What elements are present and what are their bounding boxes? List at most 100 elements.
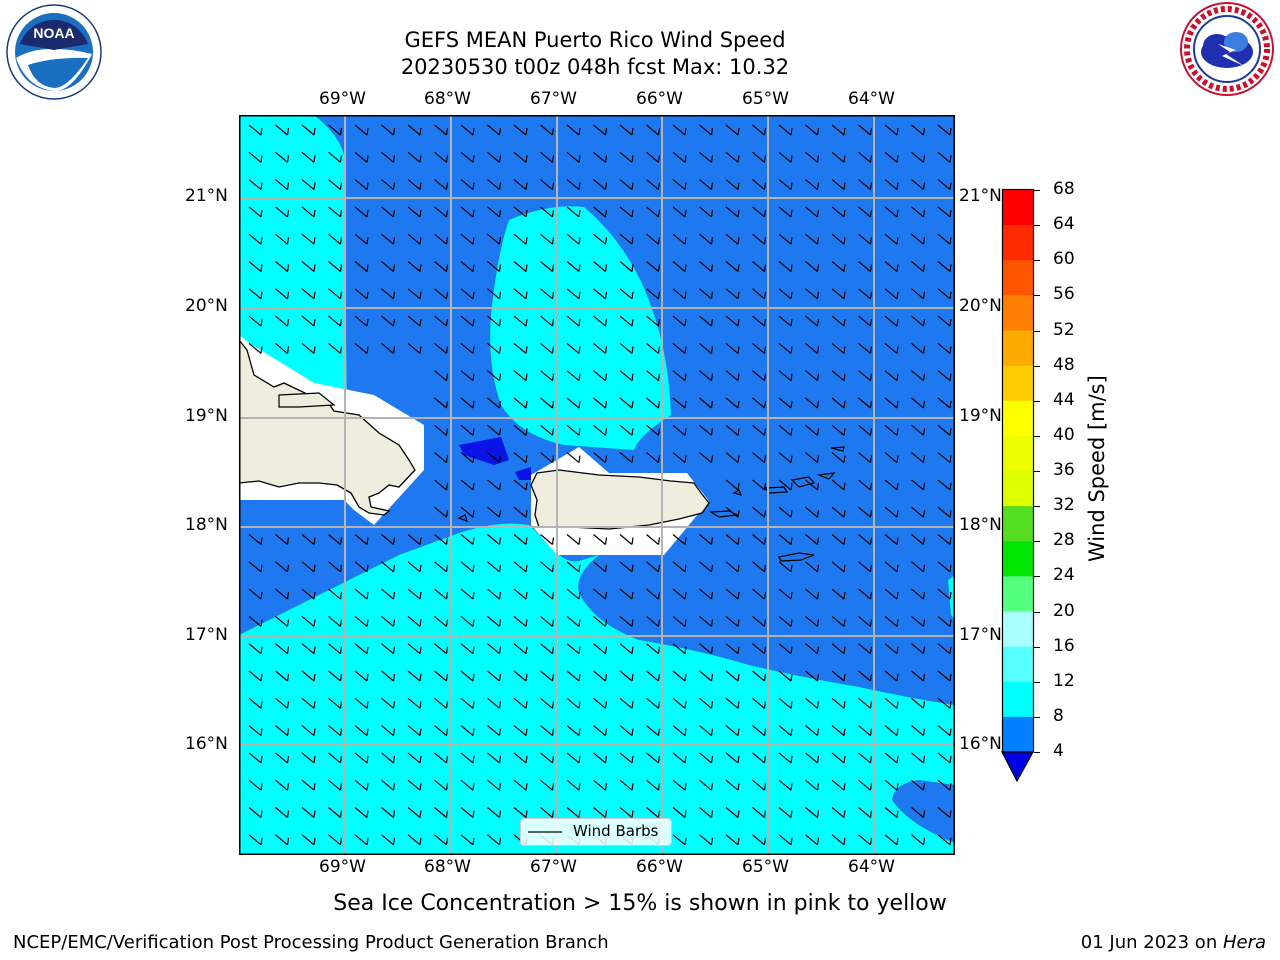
- wind-barb: [884, 124, 899, 136]
- wind-barb: [301, 615, 316, 627]
- wind-barb: [381, 206, 396, 218]
- wind-barb: [778, 288, 793, 300]
- wind-barb: [858, 834, 873, 846]
- wind-barb: [487, 779, 502, 791]
- wind-barb: [460, 506, 475, 518]
- wind-barb: [725, 670, 740, 682]
- sea-ice-note: Sea Ice Concentration > 15% is shown in …: [333, 891, 947, 916]
- wind-barb: [248, 615, 263, 627]
- wind-barb: [619, 342, 634, 354]
- colorbar-tick-label: 44: [1053, 389, 1075, 410]
- colorbar-block: [1003, 471, 1033, 507]
- wind-barb: [725, 206, 740, 218]
- wind-barb: [752, 725, 767, 737]
- wind-barb: [911, 779, 926, 791]
- wind-barb: [778, 233, 793, 245]
- wind-barb: [619, 588, 634, 600]
- wind-barb: [619, 151, 634, 163]
- wind-barb: [805, 670, 820, 682]
- colorbar-block: [1003, 225, 1033, 261]
- wind-barb: [460, 834, 475, 846]
- wind-barb: [937, 342, 952, 354]
- wind-barb: [699, 588, 714, 600]
- wind-barb: [434, 506, 449, 518]
- wind-barb: [884, 615, 899, 627]
- wind-barb: [487, 424, 502, 436]
- wind-barb: [646, 534, 661, 545]
- wind-barb: [672, 834, 687, 846]
- wind-barb: [354, 151, 369, 163]
- wind-barb: [328, 643, 343, 655]
- wind-barb: [937, 588, 952, 600]
- wind-barb: [434, 670, 449, 682]
- wind-barb: [858, 779, 873, 791]
- wind-barb: [460, 124, 475, 136]
- colorbar-block: [1003, 365, 1033, 402]
- wind-barb: [646, 452, 661, 464]
- wind-barb: [513, 124, 528, 136]
- wind-barb: [672, 697, 687, 709]
- wind-barb: [248, 643, 263, 655]
- wind-barb: [460, 779, 475, 791]
- wind-barb: [937, 752, 952, 764]
- wind-barb: [301, 124, 316, 136]
- wind-barb: [593, 124, 608, 136]
- wind-barb: [725, 834, 740, 846]
- wind-barb: [884, 424, 899, 436]
- wind-barb: [752, 534, 767, 545]
- wind-barb: [911, 397, 926, 409]
- wind-barb: [381, 124, 396, 136]
- wind-barb: [513, 752, 528, 764]
- wind-barb: [831, 370, 846, 382]
- wind-barb: [646, 179, 661, 191]
- lon-top-64: 64°W: [848, 89, 895, 109]
- wind-barb: [407, 752, 422, 764]
- wind-barb: [672, 779, 687, 791]
- wind-field-east-edge: [948, 575, 954, 619]
- wind-barb: [725, 534, 740, 545]
- wind-barb: [593, 670, 608, 682]
- wind-barb: [513, 315, 528, 327]
- graticule: [239, 115, 954, 854]
- wind-barb: [434, 342, 449, 354]
- wind-barb: [752, 479, 767, 491]
- wind-barb: [566, 288, 581, 300]
- wind-barb: [248, 561, 263, 573]
- wind-barb: [301, 725, 316, 737]
- wind-barb: [831, 697, 846, 709]
- wind-barb: [646, 752, 661, 764]
- wind-barb: [248, 179, 263, 191]
- wind-barbs: [248, 124, 952, 846]
- wind-barb: [381, 179, 396, 191]
- wind-barb: [593, 452, 608, 464]
- wind-barb: [805, 288, 820, 300]
- wind-barb: [911, 725, 926, 737]
- colorbar: [1001, 188, 1035, 783]
- wind-barb: [778, 643, 793, 655]
- wind-barb: [248, 807, 263, 818]
- wind-barb: [778, 561, 793, 573]
- wind-barb: [884, 779, 899, 791]
- wind-barb: [725, 779, 740, 791]
- wind-barb: [778, 124, 793, 136]
- wind-barb: [248, 288, 263, 300]
- lat-left-18: 18°N: [185, 515, 228, 535]
- wind-barb: [381, 151, 396, 163]
- wind-barb: [434, 424, 449, 436]
- wind-barb: [275, 315, 290, 327]
- wind-barb: [381, 779, 396, 791]
- wind-barb: [593, 615, 608, 627]
- wind-barb: [911, 206, 926, 218]
- wind-barb: [778, 834, 793, 846]
- wind-barb: [805, 179, 820, 191]
- wind-barb: [752, 834, 767, 846]
- wind-barb: [884, 370, 899, 382]
- wind-barb: [460, 534, 475, 545]
- wind-barb: [487, 479, 502, 491]
- wind-barb: [778, 315, 793, 327]
- wind-barb: [566, 206, 581, 218]
- wind-barb: [725, 452, 740, 464]
- wind-barb: [513, 288, 528, 300]
- wind-barb: [540, 397, 555, 409]
- wind-barb: [434, 643, 449, 655]
